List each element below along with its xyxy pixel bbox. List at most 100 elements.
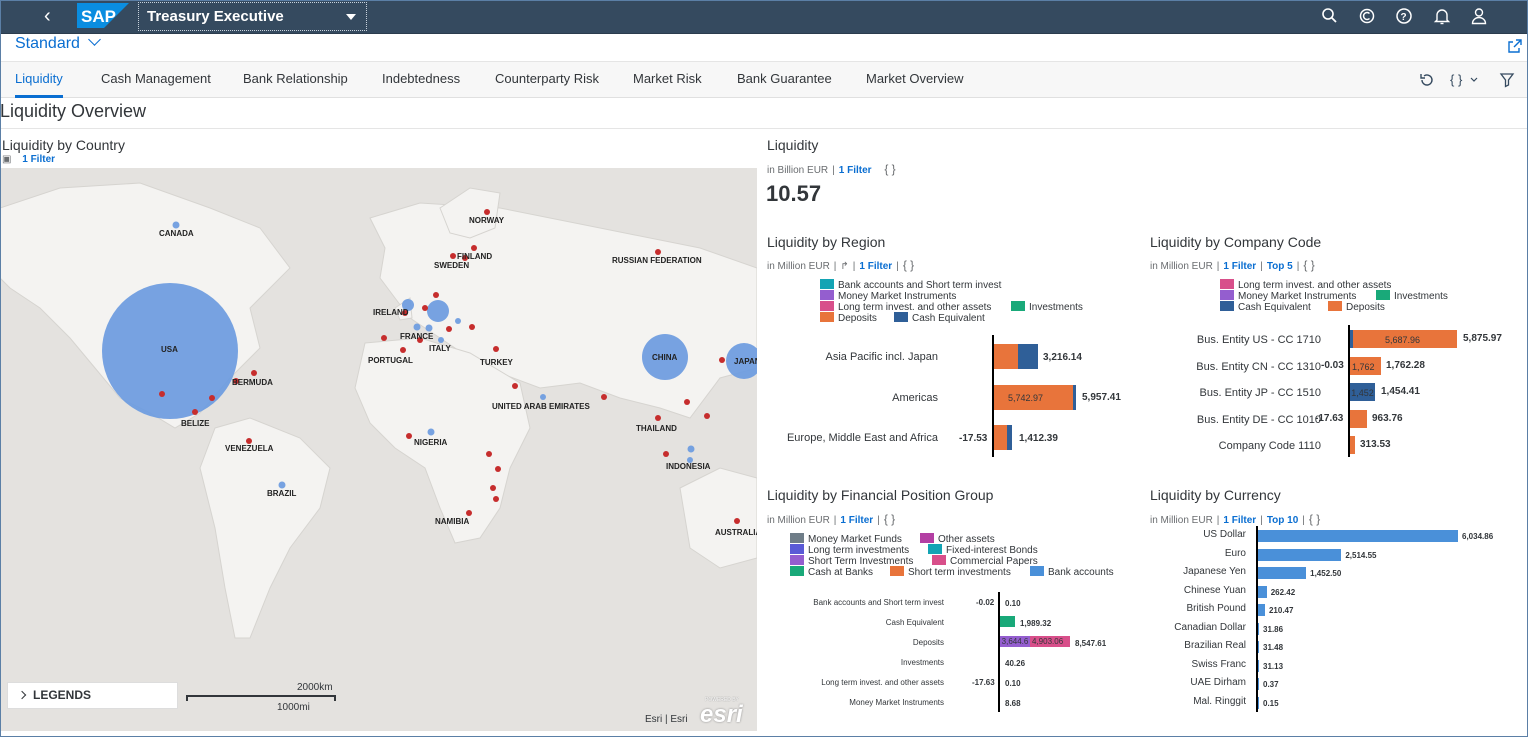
company-bar-deposits[interactable] xyxy=(1350,410,1367,428)
notifications-icon[interactable] xyxy=(1432,6,1452,26)
tab-bank-relationship[interactable]: Bank Relationship xyxy=(243,71,348,86)
region-filter-link[interactable]: 1 Filter xyxy=(859,261,893,272)
map-label: JAPAN xyxy=(734,357,757,366)
company-bar-cash-equivalent[interactable] xyxy=(1350,330,1353,348)
json-view-icon[interactable]: { } xyxy=(1450,71,1480,89)
fpg-bar-short-term-investments[interactable] xyxy=(1000,636,1030,647)
svg-text:?: ? xyxy=(1401,12,1407,23)
back-icon[interactable]: ‹ xyxy=(44,5,51,27)
currency-category-label: Swiss Franc xyxy=(1191,658,1246,670)
currency-category-label: British Pound xyxy=(1186,603,1246,614)
legend-item: Cash Equivalent xyxy=(1220,301,1311,313)
currency-total: 2,514.55 xyxy=(1345,550,1377,560)
filter-icon[interactable] xyxy=(1498,71,1516,89)
fpg-bar-cash-at-banks[interactable] xyxy=(1000,616,1015,627)
company-top-link[interactable]: Top 5 xyxy=(1266,261,1293,272)
company-bar-deposits[interactable] xyxy=(1350,436,1355,454)
region-bar-cash-equivalent[interactable] xyxy=(1007,425,1012,450)
region-bar-deposits[interactable] xyxy=(994,385,1073,410)
company-category-label: Bus. Entity CN - CC 1310 xyxy=(1196,361,1321,373)
company-inbar-value: 5,687.96 xyxy=(1385,335,1421,345)
currency-bar[interactable] xyxy=(1258,696,1259,709)
region-bar-deposits[interactable] xyxy=(994,425,1007,450)
company-bar-cash-equivalent[interactable] xyxy=(1350,383,1375,401)
company-bar-deposits[interactable] xyxy=(1353,330,1457,348)
hierarchy-icon[interactable]: ↱ xyxy=(840,261,849,272)
legend-item: Money Market Instruments xyxy=(1220,290,1356,302)
fpg-bar-commercial-papers[interactable] xyxy=(1030,636,1070,647)
region-category-label: Asia Pacific incl. Japan xyxy=(825,351,939,363)
legend-item: Cash at Banks xyxy=(790,566,873,578)
fpg-inbar-value: 3,644.6 xyxy=(1001,637,1029,646)
legends-toggle[interactable]: LEGENDS xyxy=(7,682,178,709)
company-category-label: Bus. Entity DE - CC 1010 xyxy=(1196,414,1321,426)
currency-bar[interactable] xyxy=(1258,622,1260,635)
map-label: UNITED ARAB EMIRATES xyxy=(492,402,590,411)
user-icon[interactable] xyxy=(1469,6,1489,26)
region-negative: -17.53 xyxy=(959,433,988,444)
legends-label: LEGENDS xyxy=(33,688,92,702)
tab-cash-management[interactable]: Cash Management xyxy=(101,71,211,86)
currency-bar[interactable] xyxy=(1258,585,1267,598)
region-total: 5,957.41 xyxy=(1082,392,1121,403)
currency-axis xyxy=(1256,526,1258,712)
company-bar-deposits[interactable] xyxy=(1350,357,1381,375)
json-icon[interactable]: { } xyxy=(884,162,896,176)
map-label: FRANCE xyxy=(400,332,434,341)
currency-bar[interactable] xyxy=(1258,530,1458,542)
sap-logo[interactable]: SAP xyxy=(77,3,129,28)
fpg-category-label: Money Market Instruments xyxy=(849,698,944,707)
liquidity-unit: in Billion EUR xyxy=(767,165,829,176)
fpg-filter-link[interactable]: 1 Filter xyxy=(840,515,874,526)
currency-bar[interactable] xyxy=(1258,567,1307,579)
legend-item: Money Market Instruments xyxy=(820,290,956,302)
tab-market-overview[interactable]: Market Overview xyxy=(866,71,964,86)
liquidity-map[interactable]: CANADA USA BERMUDA BELIZE VENEZUELA BRAZ… xyxy=(0,168,757,731)
currency-top-link[interactable]: Top 10 xyxy=(1266,515,1299,526)
region-subtitle: in Million EUR | ↱ | 1 Filter |{ } xyxy=(767,258,915,272)
currency-bar[interactable] xyxy=(1258,659,1260,672)
copilot-icon[interactable] xyxy=(1357,6,1377,26)
currency-total: 31.48 xyxy=(1263,643,1284,652)
cube-icon: ▣ xyxy=(2,154,12,165)
map-filter-link[interactable]: 1 Filter xyxy=(22,154,56,165)
currency-bar[interactable] xyxy=(1258,604,1265,616)
app-title-menu[interactable]: Treasury Executive Dashboard xyxy=(138,2,367,52)
liquidity-filter-link[interactable]: 1 Filter xyxy=(838,165,872,176)
tab-liquidity[interactable]: Liquidity xyxy=(15,62,63,98)
region-bar-deposits[interactable] xyxy=(994,344,1018,369)
reset-icon[interactable] xyxy=(1418,71,1436,89)
map-label: NAMIBIA xyxy=(435,517,470,526)
liquidity-subtitle: in Billion EUR | 1 Filter { } xyxy=(767,162,896,176)
region-bar-cash-equivalent[interactable] xyxy=(1073,385,1076,410)
legend-item: Bank accounts xyxy=(1030,566,1114,578)
currency-total: 31.86 xyxy=(1263,624,1284,634)
company-negative: -17.63 xyxy=(1315,413,1344,424)
tab-counterparty-risk[interactable]: Counterparty Risk xyxy=(495,71,600,86)
company-filter-link[interactable]: 1 Filter xyxy=(1223,261,1257,272)
variant-selector[interactable]: Standard xyxy=(15,33,101,54)
share-icon[interactable] xyxy=(1507,38,1523,54)
tab-bank-guarantee[interactable]: Bank Guarantee xyxy=(737,71,832,86)
help-icon[interactable]: ? xyxy=(1394,6,1414,26)
currency-bar[interactable] xyxy=(1258,548,1342,561)
json-icon[interactable]: { } xyxy=(1308,512,1321,526)
map-label: VENEZUELA xyxy=(225,444,274,453)
legend-item: Investments xyxy=(1011,301,1083,313)
json-icon[interactable]: { } xyxy=(1303,258,1315,272)
region-unit: in Million EUR xyxy=(767,261,830,272)
fpg-title: Liquidity by Financial Position Group xyxy=(767,487,994,503)
search-icon[interactable] xyxy=(1320,6,1340,26)
fpg-category-label: Cash Equivalent xyxy=(885,618,944,627)
currency-filter-link[interactable]: 1 Filter xyxy=(1223,515,1257,526)
currency-bar[interactable] xyxy=(1258,641,1260,653)
json-icon[interactable]: { } xyxy=(883,512,896,526)
region-bar-cash-equivalent[interactable] xyxy=(1018,344,1038,369)
tab-indebtedness[interactable]: Indebtedness xyxy=(382,71,461,86)
tab-market-risk[interactable]: Market Risk xyxy=(633,71,702,86)
fpg-total: 8,547.61 xyxy=(1075,639,1107,648)
bubble-china xyxy=(642,334,688,380)
currency-bar[interactable] xyxy=(1258,678,1259,690)
legend-item: Money Market Funds xyxy=(790,533,902,545)
json-icon[interactable]: { } xyxy=(902,258,915,272)
